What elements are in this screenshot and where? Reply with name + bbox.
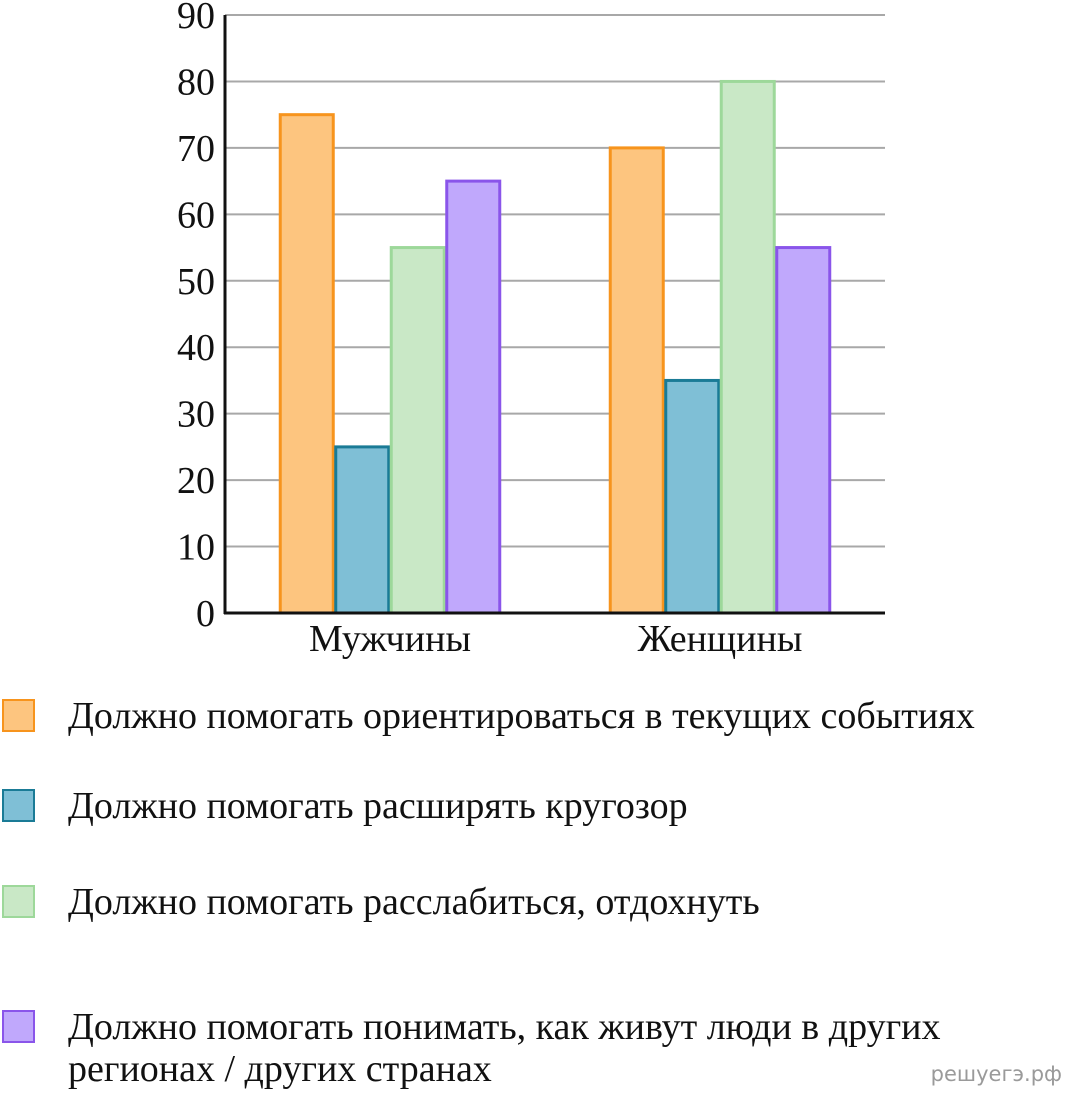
y-tick-label: 0 xyxy=(196,593,215,635)
legend-swatch xyxy=(2,789,35,822)
x-tick-label: Женщины xyxy=(638,618,803,660)
y-tick-label: 20 xyxy=(177,460,215,502)
bar xyxy=(664,378,721,615)
legend-label: Должно помогать понимать, как живут люди… xyxy=(68,1006,941,1090)
y-tick-label: 70 xyxy=(177,128,215,170)
bar xyxy=(719,79,776,615)
x-tick-label: Мужчины xyxy=(309,618,471,660)
y-tick-label: 60 xyxy=(177,194,215,236)
bar xyxy=(334,445,391,615)
y-tick-label: 80 xyxy=(177,61,215,103)
chart: 0 10 20 30 40 50 60 70 80 90 Мужчины Женщины xyxy=(177,0,885,660)
y-tick-label: 30 xyxy=(177,394,215,436)
legend-swatch xyxy=(2,885,35,918)
bar xyxy=(445,179,502,615)
legend-label: Должно помогать расслабиться, отдохнуть xyxy=(68,881,760,923)
bar xyxy=(389,246,446,615)
watermark: решуегэ.рф xyxy=(930,1062,1062,1086)
legend-label: Должно помогать ориентироваться в текущи… xyxy=(68,695,975,737)
y-tick-label: 40 xyxy=(177,327,215,369)
legend-swatch xyxy=(2,699,35,732)
bar xyxy=(278,113,335,615)
bar xyxy=(608,146,665,615)
legend-swatch xyxy=(2,1010,35,1043)
legend-label: Должно помогать расширять кругозор xyxy=(68,785,688,827)
bar xyxy=(775,246,832,615)
y-tick-label: 50 xyxy=(177,261,215,303)
y-tick-label: 90 xyxy=(177,0,215,37)
y-tick-label: 10 xyxy=(177,527,215,569)
